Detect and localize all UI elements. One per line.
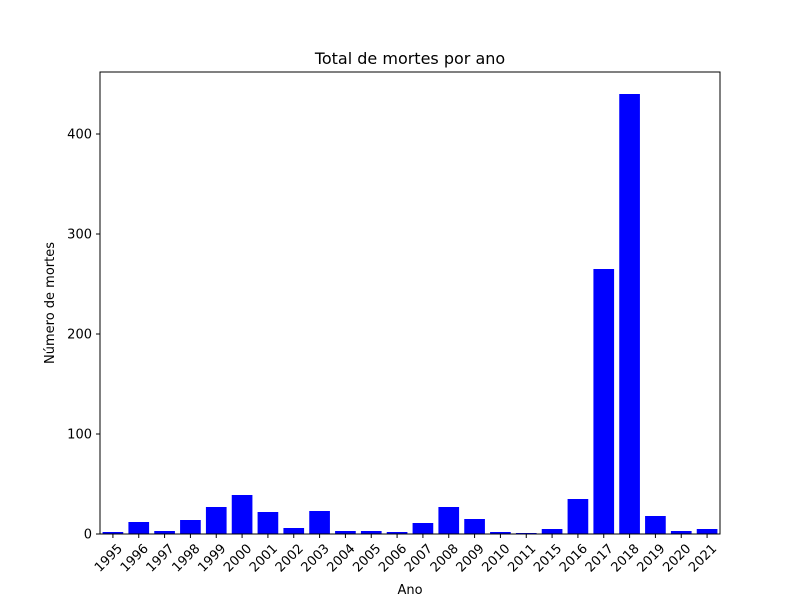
- y-axis: 0 100 200 300 400: [67, 128, 100, 543]
- bar-2000: [231, 495, 253, 534]
- y-tick-label: 100: [67, 428, 92, 443]
- x-tick-label: 2020: [660, 541, 694, 575]
- x-tick-label: 2004: [324, 541, 358, 575]
- bar-2018: [619, 94, 640, 534]
- x-axis-label: Ano: [397, 583, 422, 598]
- bar-2008: [438, 507, 460, 534]
- bar-2006: [386, 532, 408, 534]
- x-tick-label: 2016: [557, 541, 591, 575]
- bar-2009: [464, 519, 485, 534]
- bar-2003: [309, 511, 330, 534]
- bar-2007: [412, 523, 434, 534]
- bars: [102, 94, 718, 534]
- x-tick-label: 1997: [144, 541, 178, 575]
- bar-2010: [490, 532, 511, 534]
- bar-1999: [205, 507, 227, 534]
- bar-1998: [180, 520, 201, 534]
- bar-2019: [645, 516, 666, 534]
- plot-frame: [99, 71, 721, 535]
- y-tick-label: 400: [67, 128, 92, 143]
- bar-2002: [283, 528, 305, 534]
- x-tick-label: 1995: [92, 541, 126, 575]
- x-tick-label: 2007: [402, 541, 436, 575]
- plot-area: [99, 71, 721, 535]
- x-tick-label: 2011: [505, 541, 539, 575]
- x-tick-label: 2006: [376, 541, 410, 575]
- y-tick-label: 200: [67, 328, 92, 343]
- bar-1996: [128, 522, 150, 534]
- bar-2021: [696, 529, 718, 534]
- bar-2017: [593, 269, 615, 534]
- x-tick-label: 2005: [350, 541, 384, 575]
- chart-title: Total de mortes por ano: [314, 49, 505, 68]
- x-tick-label: 2021: [686, 541, 720, 575]
- bar-2004: [335, 531, 356, 534]
- bar-1997: [154, 531, 175, 534]
- x-tick-label: 2019: [634, 541, 668, 575]
- x-tick-label: 2017: [583, 541, 617, 575]
- x-tick-label: 1999: [195, 541, 229, 575]
- y-tick-label: 0: [84, 528, 92, 543]
- x-tick-label: 2002: [273, 541, 307, 575]
- x-tick-label: 2008: [428, 541, 462, 575]
- y-tick-label: 300: [67, 228, 92, 243]
- x-tick-label: 2001: [247, 541, 281, 575]
- bar-2020: [670, 531, 692, 534]
- x-tick-label: 1996: [118, 541, 152, 575]
- x-tick-label: 2003: [299, 541, 333, 575]
- bar-2005: [360, 531, 382, 534]
- x-tick-label: 2018: [609, 541, 643, 575]
- x-tick-label: 2000: [221, 541, 255, 575]
- bar-1995: [102, 532, 124, 534]
- x-tick-label: 2015: [531, 541, 565, 575]
- bar-2015: [541, 529, 563, 534]
- y-axis-label: Número de mortes: [43, 242, 58, 364]
- bar-2001: [257, 512, 279, 534]
- x-axis: 1995199619971998199920002001200220032004…: [92, 534, 720, 575]
- x-tick-label: 1998: [169, 541, 203, 575]
- bar-2016: [567, 499, 589, 534]
- x-tick-label: 2009: [454, 541, 488, 575]
- x-tick-label: 2010: [479, 541, 513, 575]
